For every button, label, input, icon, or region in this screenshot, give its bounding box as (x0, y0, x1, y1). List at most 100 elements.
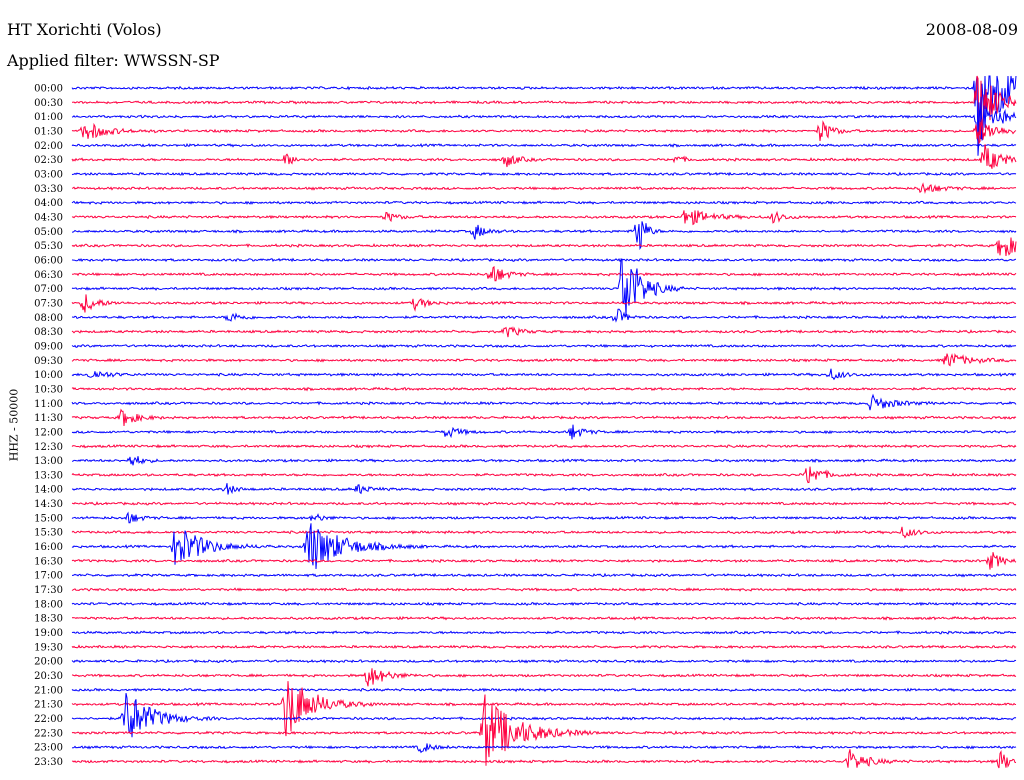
row-label: 23:00 (34, 743, 63, 754)
trace-line (71, 386, 1017, 392)
trace-line (71, 326, 1017, 338)
row-label: 08:00 (34, 313, 63, 324)
trace-line (72, 221, 1017, 251)
row-label: 20:30 (34, 671, 63, 682)
row-label: 09:30 (34, 356, 63, 367)
row-label: 01:30 (34, 126, 63, 137)
row-label: 11:00 (34, 399, 63, 410)
row-label: 12:00 (34, 427, 63, 438)
row-label: 07:30 (34, 298, 63, 309)
row-label: 15:00 (34, 513, 63, 524)
trace-line (71, 257, 1017, 263)
row-label: 16:30 (34, 556, 63, 567)
trace-line (71, 692, 1017, 738)
row-label: 02:30 (34, 155, 63, 166)
row-label: 13:00 (34, 456, 63, 467)
row-label: 03:00 (34, 169, 63, 180)
traces (71, 75, 1017, 769)
row-label: 10:30 (34, 384, 63, 395)
row-label: 11:30 (34, 413, 63, 424)
trace-line (71, 237, 1017, 256)
trace-line (71, 466, 1017, 484)
trace-line (71, 144, 1017, 169)
trace-line (71, 75, 1017, 137)
trace-line (71, 408, 1017, 427)
trace-line (71, 200, 1017, 205)
row-label: 10:00 (34, 370, 63, 381)
row-label: 09:00 (34, 341, 63, 352)
trace-line (71, 694, 1017, 766)
row-label: 17:00 (34, 571, 63, 582)
row-label: 03:30 (34, 184, 63, 195)
row-label: 13:30 (34, 470, 63, 481)
row-label: 04:00 (34, 198, 63, 209)
trace-line (71, 75, 1017, 156)
trace-line (72, 572, 1017, 578)
row-label: 05:00 (34, 227, 63, 238)
row-label: 17:30 (34, 585, 63, 596)
row-label: 05:30 (34, 241, 63, 252)
trace-line (71, 681, 1017, 737)
row-label: 06:30 (34, 270, 63, 281)
row-label: 14:00 (34, 485, 63, 496)
trace-line (71, 526, 1017, 539)
trace-line (71, 343, 1017, 349)
row-label: 21:00 (34, 685, 63, 696)
trace-line (71, 749, 1017, 769)
row-label: 18:00 (34, 599, 63, 610)
trace-line (71, 210, 1017, 226)
row-label: 21:30 (34, 700, 63, 711)
trace-line (71, 456, 1017, 466)
trace-line (71, 294, 1017, 313)
row-label: 14:30 (34, 499, 63, 510)
row-label: 07:00 (34, 284, 63, 295)
row-label: 20:00 (34, 657, 63, 668)
trace-line (71, 743, 1017, 754)
trace-line (71, 501, 1017, 506)
row-label: 02:00 (34, 141, 63, 152)
filter-label: Applied filter: WWSSN-SP (7, 51, 220, 70)
row-label: 08:30 (34, 327, 63, 338)
trace-line (71, 393, 1017, 411)
trace-line (71, 630, 1017, 635)
row-label: 16:00 (34, 542, 63, 553)
trace-line (71, 658, 1017, 664)
trace-line (71, 687, 1017, 693)
trace-line (71, 644, 1017, 650)
trace-line (71, 352, 1017, 367)
trace-line (71, 182, 1017, 195)
row-label: 22:00 (34, 714, 63, 725)
row-label: 23:30 (34, 757, 63, 768)
row-label: 19:00 (34, 628, 63, 639)
trace-line (71, 308, 1017, 323)
trace-line (71, 668, 1017, 687)
trace-line (71, 483, 1017, 495)
trace-line (71, 424, 1017, 440)
trace-line (71, 96, 1017, 142)
row-label: 00:30 (34, 98, 63, 109)
row-label: 06:00 (34, 255, 63, 266)
trace-line (71, 511, 1017, 524)
station-title: HT Xorichti (Volos) (7, 20, 162, 39)
trace-line (71, 142, 1017, 148)
row-label: 18:30 (34, 614, 63, 625)
trace-line (71, 119, 1017, 145)
trace-line (71, 615, 1017, 621)
trace-line (71, 552, 1017, 570)
row-labels: 00:00 00:30 01:00 01:30 02:00 02:30 03:00 03:30… (34, 84, 63, 769)
row-label: 22:30 (34, 728, 63, 739)
trace-line (71, 601, 1017, 607)
row-label: 15:30 (34, 528, 63, 539)
row-label: 19:30 (34, 642, 63, 653)
trace-line (71, 368, 1017, 381)
trace-line (71, 443, 1017, 449)
row-label: 04:30 (34, 212, 63, 223)
row-label: 12:30 (34, 442, 63, 453)
trace-line (71, 587, 1017, 592)
row-label: 01:00 (34, 112, 63, 123)
trace-line (71, 171, 1017, 177)
trace-line (71, 258, 1017, 317)
row-label: 00:00 (34, 84, 63, 95)
trace-line (71, 265, 1017, 282)
